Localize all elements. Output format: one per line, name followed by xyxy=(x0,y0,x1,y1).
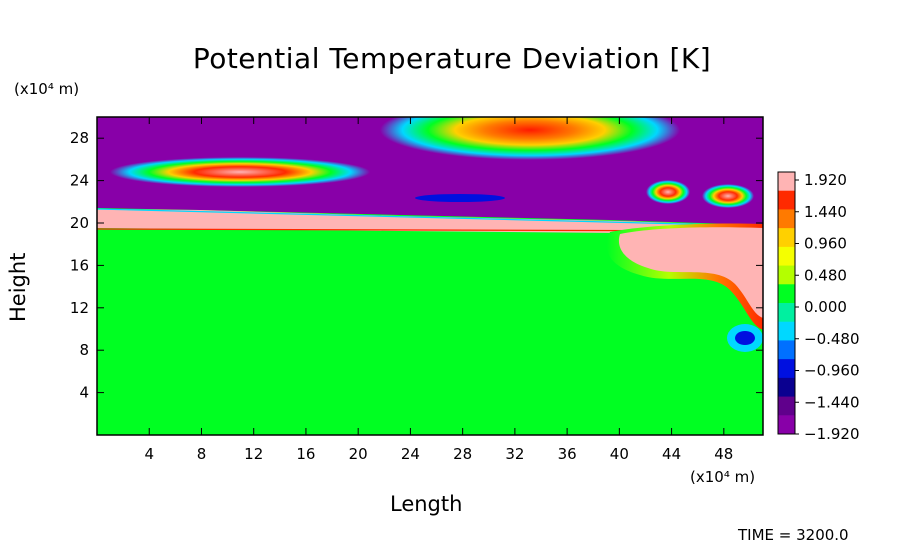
y-tick-label: 12 xyxy=(70,299,89,317)
colorbar-label: −0.480 xyxy=(804,330,860,348)
colorbar-swatch xyxy=(778,284,795,304)
x-ticks: 4 8 12 16 20 24 28 32 36 40 44 48 xyxy=(144,117,733,463)
x-unit-label: (x10⁴ m) xyxy=(690,468,756,486)
x-tick-label: 4 xyxy=(144,445,154,463)
y-tick-label: 28 xyxy=(70,129,89,147)
x-tick-label: 48 xyxy=(714,445,733,463)
x-tick-label: 12 xyxy=(244,445,263,463)
colorbar-swatch xyxy=(778,377,795,398)
colorbar-swatch xyxy=(778,265,795,285)
colorbar-swatch xyxy=(778,172,795,192)
x-tick-label: 44 xyxy=(662,445,681,463)
colorbar-swatch xyxy=(778,321,795,341)
anomaly-top xyxy=(380,117,680,160)
x-tick-label: 24 xyxy=(401,445,420,463)
colorbar-label: −0.960 xyxy=(804,362,860,380)
region-stable-layer xyxy=(97,209,763,233)
colorbar-label: 0.960 xyxy=(804,235,847,253)
anomaly-right-2 xyxy=(702,184,754,208)
x-tick-label: 8 xyxy=(197,445,207,463)
y-ticks: 4 8 12 16 20 24 28 xyxy=(70,129,763,402)
colorbar-label: −1.920 xyxy=(804,425,860,443)
x-tick-label: 36 xyxy=(558,445,577,463)
x-tick-label: 20 xyxy=(349,445,368,463)
x-tick-label: 28 xyxy=(453,445,472,463)
colorbar-swatch xyxy=(778,190,795,210)
colorbar-swatch xyxy=(778,209,795,229)
colorbar-swatch xyxy=(778,396,795,416)
plot-frame xyxy=(96,116,764,436)
plume-core xyxy=(618,227,763,318)
colorbar-swatch xyxy=(778,340,795,360)
y-tick-label: 4 xyxy=(79,384,89,402)
colorbar-label: 0.480 xyxy=(804,266,847,284)
colorbar-swatch xyxy=(778,303,795,323)
y-tick-label: 16 xyxy=(70,256,89,274)
time-label: TIME = 3200.0 xyxy=(738,526,849,544)
colorbar-label: 1.440 xyxy=(804,203,847,221)
colorbar-frame xyxy=(777,171,796,435)
x-tick-label: 16 xyxy=(296,445,315,463)
x-tick-label: 32 xyxy=(505,445,524,463)
anomaly-thin xyxy=(415,194,505,202)
x-tick-label: 40 xyxy=(610,445,629,463)
colorbar-label: −1.440 xyxy=(804,393,860,411)
y-tick-label: 20 xyxy=(70,214,89,232)
heatmap-field xyxy=(97,117,763,435)
colorbar-swatch xyxy=(778,415,795,435)
colorbar-swatch xyxy=(778,246,795,267)
colorbar-label: 1.920 xyxy=(804,171,847,189)
x-axis-label: Length xyxy=(390,492,463,516)
anomaly-right-1 xyxy=(646,180,690,204)
colorbar-label: 0.000 xyxy=(804,298,847,316)
y-tick-label: 8 xyxy=(79,341,89,359)
colorbar-swatch xyxy=(778,228,795,248)
chart-title: Potential Temperature Deviation [K] xyxy=(192,42,712,75)
y-tick-label: 24 xyxy=(70,172,89,190)
y-unit-label: (x10⁴ m) xyxy=(14,80,80,98)
colorbar: 1.920 1.440 0.960 0.480 0.000 −0.480 −0.960 −1.… xyxy=(777,171,860,443)
colorbar-swatch xyxy=(778,359,795,379)
anomaly-left xyxy=(110,157,370,187)
